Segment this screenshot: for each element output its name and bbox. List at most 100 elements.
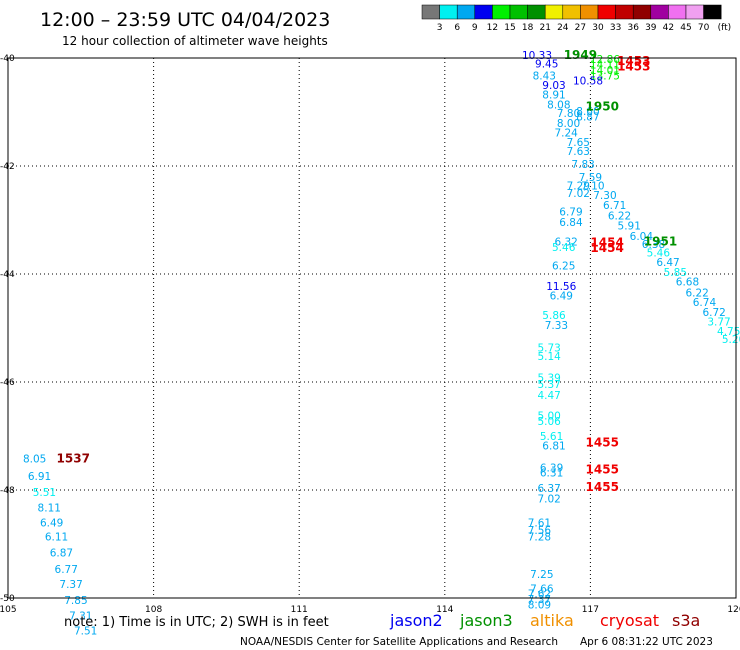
pass-time-label: 1453 [617,60,650,74]
colorbar-label: 18 [522,23,534,33]
colorbar-swatch [703,4,722,20]
colorbar-label: 36 [627,23,639,33]
swh-value: 5.85 [664,267,687,279]
colorbar-swatch [650,4,669,20]
colorbar-label: 6 [454,23,460,33]
colorbar-label: 3 [437,23,443,33]
colorbar-label: 30 [592,23,604,33]
swh-value: 5.86 [542,310,566,322]
colorbar-swatch [492,4,511,20]
colorbar-swatch [456,4,476,20]
axis-ticks: 105 108 111 114 117 120 -40 -42 -44 -46 -48 -50 [0,54,740,615]
colorbar-label: 24 [557,23,569,33]
colorbar-label: 21 [539,23,550,33]
y-tick-label: -46 [0,378,15,388]
swh-value: 3.77 [707,317,730,329]
swh-value: 5.00 [537,410,560,422]
swh-value: 5.06 [537,416,561,428]
plot-frame [7,57,737,599]
swh-value: 7.66 [530,583,554,595]
footer-timestamp: Apr 6 08:31:22 UTC 2023 [580,636,713,648]
satellite-legend: jason2 jason3 altika cryosat s3a [389,611,700,630]
pass-time-label: 1455 [586,435,619,449]
swh-value: 7.85 [64,595,87,607]
swh-value: 7.83 [571,159,594,171]
chart-title: 12:00 – 23:59 UTC 04/04/2023 [40,9,330,31]
swh-value: 8.91 [542,90,565,102]
colorbar-unit: (ft) [718,23,732,33]
swh-value: 7.59 [579,172,602,184]
swh-value: 7.56 [528,525,552,537]
swh-value: 9.03 [542,80,565,92]
colorbar-swatch [632,4,652,20]
swh-value: 14.01 [590,65,620,77]
swh-value: 7.31 [69,610,92,622]
swh-value: 6.72 [702,307,725,319]
x-tick-label: 105 [0,605,17,615]
swh-value: 5.20 [722,334,740,346]
swh-value: 7.37 [59,579,82,591]
swh-value: 5.91 [618,220,641,232]
pass-time-label: 1454 [590,241,623,255]
colorbar-label: 39 [645,23,657,33]
swh-value: 6.25 [552,260,575,272]
swh-value: 7.30 [593,190,616,202]
colorbar-swatch [597,4,616,20]
pass-time-label: 1455 [586,480,619,494]
colorbar-label: 27 [575,23,586,33]
swh-value: 7.61 [528,517,551,529]
swh-value: 4.47 [537,390,560,402]
swh-value: 6.77 [55,564,78,576]
colorbar-label: 42 [663,23,674,33]
swh-value: 8.11 [38,502,61,514]
swh-value: 6.38 [642,239,665,251]
swh-value: 6.49 [550,291,573,303]
satellite-legend-jason3: jason3 [459,611,513,630]
swh-value: 6.47 [656,257,679,269]
swh-value: 6.71 [603,200,626,212]
x-tick-label: 120 [727,605,740,615]
pass-time-label: 1949 [564,48,597,62]
swh-value: 5.61 [540,431,563,443]
colorbar-swatch [421,4,440,20]
colorbar-label: 12 [487,23,498,33]
pass-time-labels: 1949 145314531950195114541454153714551455… [57,48,678,494]
pass-time-label: 1951 [644,235,677,249]
colorbar-swatch [685,4,704,20]
swh-value: 8.05 [23,454,46,466]
satellite-legend-cryosat: cryosat [600,611,659,630]
satellite-legend-altika: altika [530,611,574,630]
colorbar-swatch [615,4,634,20]
swh-value: 6.91 [28,471,51,483]
swh-value: 8.87 [576,111,599,123]
swh-value: 6.87 [50,548,73,560]
colorbar-swatch [562,4,581,20]
swh-value: 6.22 [685,287,708,299]
colorbar-label: 70 [698,23,710,33]
swh-value: 6.39 [540,462,563,474]
footer-credit: NOAA/NESDIS Center for Satellite Applica… [240,636,558,648]
y-tick-label: -42 [0,162,15,172]
swh-value: 7.51 [74,625,97,637]
swh-value: 8.08 [547,99,570,111]
chart-subtitle: 12 hour collection of altimeter wave hei… [62,34,328,48]
swh-value: 11.56 [546,281,576,293]
swh-value: 8.60 [576,106,599,118]
pass-time-label: 1537 [57,452,90,466]
swh-value: 6.84 [559,217,583,229]
colorbar-label: 15 [504,23,515,33]
swh-value: 7.02 [567,188,590,200]
satellite-legend-jason2: jason2 [389,611,443,630]
colorbar-swatch [668,4,687,20]
swh-value: 10.58 [573,76,603,88]
colorbar-swatch [580,4,599,20]
swh-value: 7.80 [557,108,580,120]
swh-value: 7.02 [537,494,560,506]
swh-value: 6.81 [542,441,565,453]
swh-value: 7.29 [567,180,590,192]
x-tick-label: 111 [291,605,308,615]
swh-value: 6.79 [559,206,582,218]
x-tick-label: 114 [436,605,453,615]
swh-value: 7.33 [545,320,568,332]
